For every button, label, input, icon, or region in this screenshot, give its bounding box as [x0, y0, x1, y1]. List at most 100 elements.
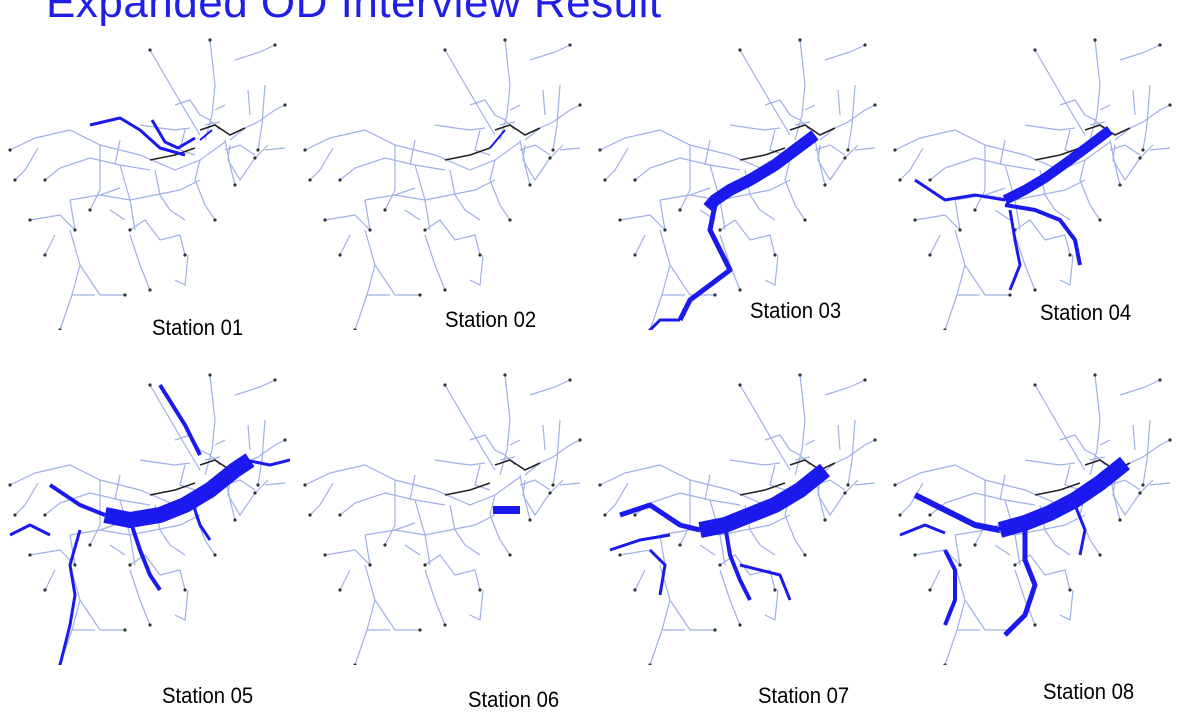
station-dot [863, 378, 867, 382]
route-line [699, 544, 716, 556]
route-line [1014, 234, 1036, 291]
station-dot [1138, 491, 1142, 495]
station-dot [548, 156, 552, 160]
route-line [469, 589, 484, 621]
station-dot [43, 178, 47, 182]
station-dot [13, 513, 17, 517]
route-line [1109, 139, 1121, 186]
station-dot [1168, 103, 1172, 107]
route-line [659, 187, 711, 201]
route-line [69, 522, 121, 536]
station-dot [88, 543, 92, 547]
od-flow-line [677, 204, 733, 322]
route-line [634, 569, 646, 591]
station-dot [648, 663, 652, 665]
station-dot [738, 623, 742, 627]
route-line [364, 522, 416, 536]
route-line [444, 384, 496, 471]
station-dot [773, 588, 777, 592]
station-dot [773, 253, 777, 257]
od-flow-line [89, 116, 186, 157]
route-line [669, 599, 715, 631]
station-dot [308, 178, 312, 182]
station-label: Station 02 [445, 307, 537, 332]
station-dot [1141, 483, 1145, 487]
route-line [634, 157, 741, 181]
od-flow-line [997, 456, 1130, 538]
station-dot [603, 178, 607, 182]
station-dot [383, 543, 387, 547]
station-label: Station 01 [152, 315, 244, 340]
route-line [817, 144, 859, 182]
station-dot [1013, 563, 1017, 567]
route-line [1089, 121, 1106, 126]
route-line [489, 494, 511, 556]
od-flow-line [723, 524, 752, 601]
station-dot [503, 38, 507, 42]
route-line [837, 424, 841, 451]
station-dot [43, 253, 47, 257]
route-line [509, 104, 521, 111]
station-map-panel [0, 30, 290, 370]
station-dot [128, 228, 132, 232]
station-dot [1158, 378, 1162, 382]
station-dot [256, 483, 260, 487]
route-line [1132, 89, 1136, 116]
od-flow-line [619, 502, 701, 533]
station-dot [528, 183, 532, 187]
route-line [109, 209, 126, 221]
station-map-panel [0, 365, 290, 705]
network-map [8, 38, 287, 330]
route-line [374, 264, 420, 296]
route-line [604, 482, 629, 516]
route-line [364, 534, 371, 566]
route-line [29, 549, 76, 566]
station-dot [678, 543, 682, 547]
station-dot [43, 588, 47, 592]
route-line [1142, 419, 1151, 486]
route-line [409, 474, 416, 501]
od-flow-line [150, 119, 196, 150]
station-dot [353, 328, 357, 330]
route-line [179, 464, 196, 491]
route-line [89, 145, 101, 211]
route-line [264, 482, 286, 486]
station-dot [253, 156, 257, 160]
route-line [424, 234, 446, 291]
route-line [44, 569, 56, 591]
station-dot [1093, 38, 1097, 42]
station-dot [383, 208, 387, 212]
od-flow-line [1004, 203, 1082, 266]
route-line [847, 84, 856, 151]
station-dot [253, 491, 257, 495]
station-label: Station 07 [758, 683, 850, 708]
station-dot [928, 588, 932, 592]
station-dot [478, 253, 482, 257]
route-line [559, 147, 581, 151]
route-line [339, 569, 351, 591]
station-dot [443, 623, 447, 627]
route-line [14, 482, 39, 516]
station-dot [958, 228, 962, 232]
station-dot [368, 563, 372, 567]
route-line [474, 464, 491, 491]
core-route-line [739, 147, 786, 161]
route-line [719, 569, 741, 626]
network-map [303, 38, 582, 330]
station-dot [718, 563, 722, 567]
route-line [814, 144, 846, 156]
route-line [194, 159, 216, 221]
station-dot [928, 513, 932, 517]
route-line [1149, 147, 1171, 151]
station-dot [893, 148, 897, 152]
route-line [154, 169, 186, 221]
station-dot [128, 563, 132, 567]
station-map-panel [590, 30, 880, 370]
route-line [519, 474, 531, 521]
od-flow-line [244, 458, 290, 467]
station-dot [148, 623, 152, 627]
route-line [324, 214, 371, 231]
route-line [719, 219, 776, 256]
station-dot [738, 383, 742, 387]
station-dot [8, 148, 12, 152]
